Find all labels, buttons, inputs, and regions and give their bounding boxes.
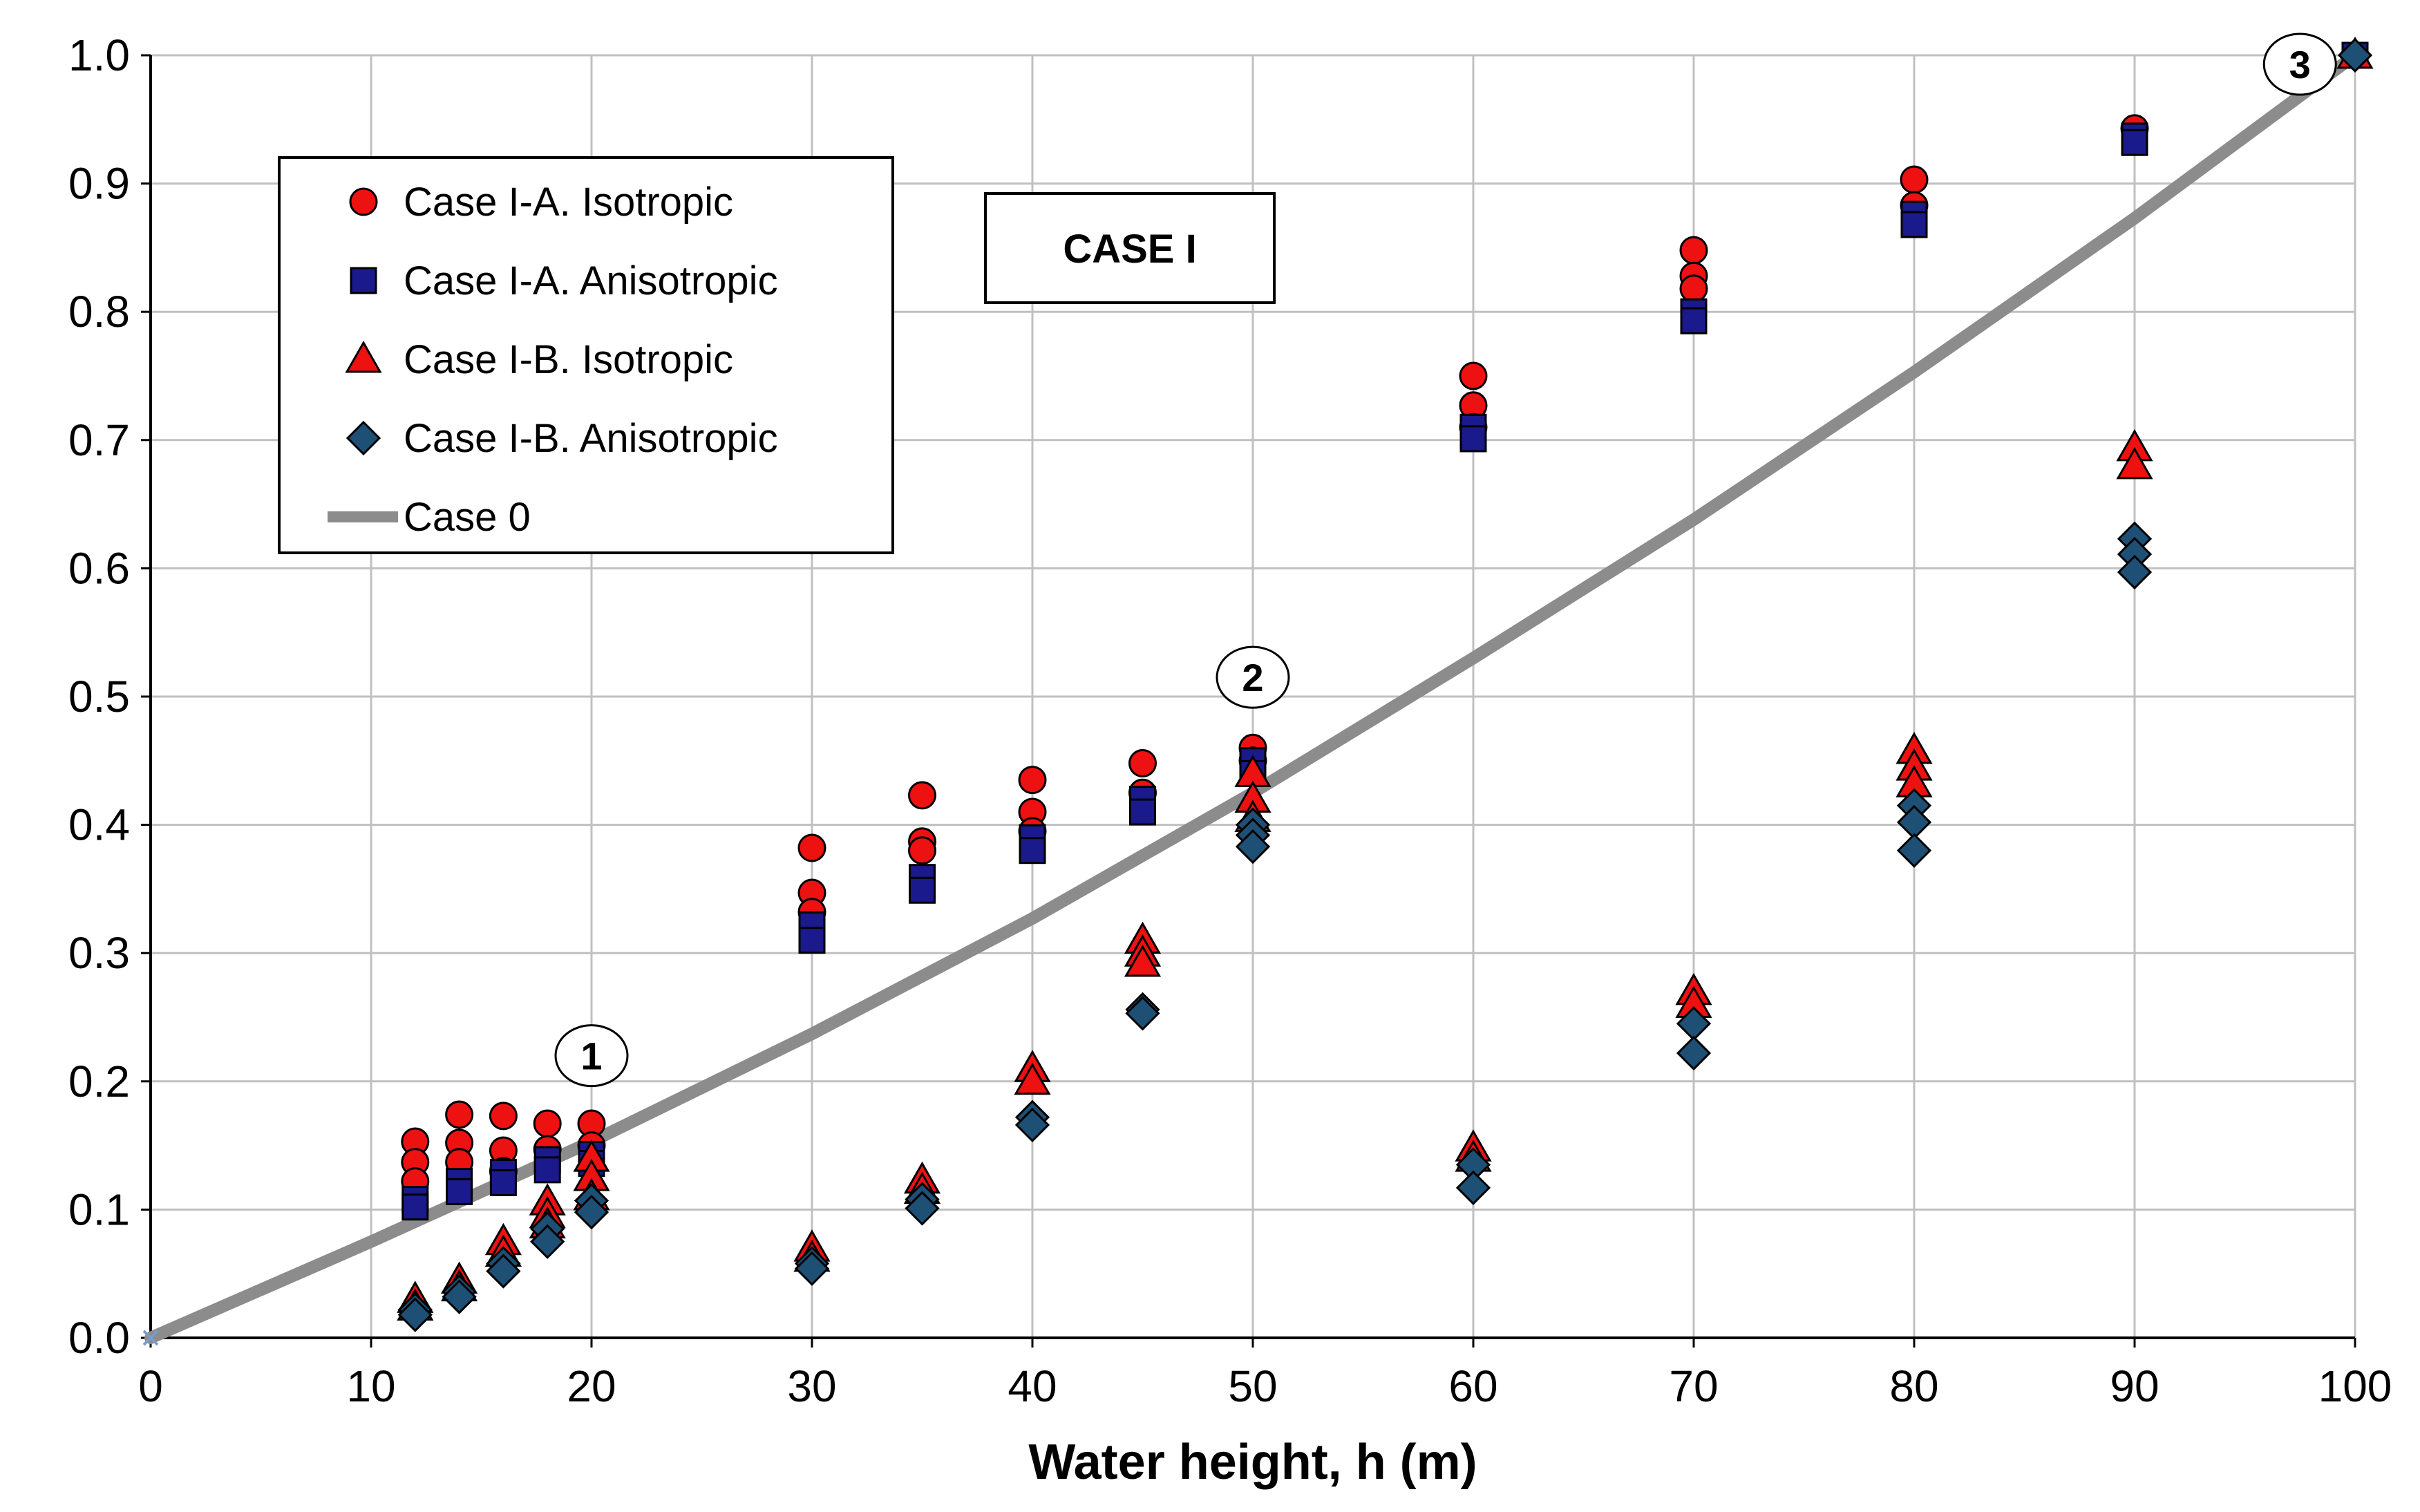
case-i-b-anisotropic-point (530, 1224, 565, 1259)
legend-label: Case I-A. Isotropic (404, 180, 733, 225)
case-i-a-isotropic-point (1128, 749, 1157, 778)
x-axis-label: Water height, h (m) (1028, 1435, 1477, 1490)
case-i-a-isotropic-point (445, 1100, 474, 1129)
annotation-label: 3 (2289, 43, 2311, 86)
legend-marker-swatch (350, 267, 377, 294)
case-i-a-isotropic-point (1900, 165, 1929, 194)
legend-frame (278, 156, 894, 554)
annotation-3: 3 (2262, 32, 2337, 96)
legend-marker-swatch (346, 420, 381, 456)
case-i-a-isotropic-point (1459, 361, 1488, 390)
case-i-a-anisotropic-point (909, 876, 936, 904)
y-tick-label: 0.3 (68, 928, 130, 978)
legend: Case I-A. Isotropic Case I-A. Anisotropic… (278, 156, 894, 554)
legend-label: Case 0 (404, 495, 531, 540)
x-tick-label: 10 (346, 1361, 395, 1411)
y-tick-label: 0.8 (68, 287, 130, 337)
case-i-b-anisotropic-point (1676, 1035, 1712, 1071)
x-tick-label: 90 (2110, 1361, 2159, 1411)
case-box-frame (984, 192, 1276, 304)
case-i-a-anisotropic-point (401, 1193, 429, 1221)
x-tick-label: 30 (787, 1361, 836, 1411)
case-i-b-anisotropic-point (794, 1251, 830, 1286)
case-i-a-isotropic-point (908, 781, 936, 810)
case-i-a-isotropic-point (533, 1109, 562, 1138)
annotation-1: 1 (554, 1024, 629, 1088)
x-tick-label: 60 (1448, 1361, 1497, 1411)
legend-entry: Case I-B. Isotropic (345, 337, 733, 382)
case-label-box: CASE I (984, 192, 1276, 304)
x-tick-label: 40 (1008, 1361, 1057, 1411)
x-tick-label: 20 (567, 1361, 616, 1411)
origin-marker (142, 1330, 159, 1346)
annotation-2: 2 (1216, 645, 1290, 709)
case-i-a-isotropic-point (489, 1102, 518, 1131)
case-box-label: CASE I (1063, 227, 1196, 272)
case-i-b-isotropic-point (2116, 446, 2153, 480)
y-tick-label: 0.0 (68, 1313, 130, 1363)
y-tick-label: 0.7 (68, 415, 130, 465)
marker-layer (397, 36, 2374, 1332)
case-i-a-anisotropic-point (489, 1169, 517, 1196)
case-i-b-anisotropic-point (2117, 554, 2153, 590)
case-i-a-anisotropic-point (533, 1156, 561, 1184)
y-tick-label: 0.4 (68, 800, 130, 850)
case-i-b-anisotropic-point (2337, 37, 2373, 73)
case-i-b-anisotropic-point (905, 1191, 940, 1226)
legend-marker-swatch (349, 187, 378, 216)
legend-entry: Case I-B. Anisotropic (346, 416, 778, 461)
case-i-a-isotropic-point (1018, 766, 1047, 795)
case-i-b-isotropic-point (1124, 945, 1162, 977)
case-i-b-anisotropic-point (1235, 829, 1271, 864)
x-tick-label: 70 (1669, 1361, 1718, 1411)
case-i-a-anisotropic-point (798, 927, 826, 954)
case-i-a-anisotropic-point (1019, 837, 1046, 864)
case-i-b-isotropic-point (1014, 1062, 1051, 1095)
case-i-a-anisotropic-point (1680, 307, 1708, 334)
x-tick-label: 80 (1889, 1361, 1938, 1411)
case-i-a-isotropic-point (797, 833, 826, 862)
case-i-b-anisotropic-point (486, 1254, 521, 1289)
legend-entry: Case I-A. Anisotropic (350, 258, 778, 303)
annotation-label: 1 (580, 1034, 602, 1078)
case-i-a-anisotropic-point (446, 1178, 473, 1205)
case-i-b-anisotropic-point (1125, 996, 1160, 1031)
axes: 0 10 20 30 40 50 60 70 80 90 100 0.0 0.1 0.2 0.3 0.4 0.5… (68, 30, 2392, 1411)
y-tick-label: 0.1 (68, 1184, 130, 1234)
y-tick-label: 0.2 (68, 1057, 130, 1106)
x-tick-label: 50 (1228, 1361, 1277, 1411)
case-i-a-isotropic-point (1679, 274, 1708, 303)
case-i-b-anisotropic-point (1014, 1107, 1050, 1143)
case-i-b-anisotropic-point (1896, 833, 1932, 868)
legend-label: Case I-A. Anisotropic (404, 258, 778, 303)
annotation-layer: 1 2 3 (554, 32, 2337, 1088)
y-tick-label: 1.0 (68, 30, 130, 80)
case-i-b-anisotropic-point (574, 1194, 609, 1230)
legend-label: Case I-B. Isotropic (404, 337, 733, 382)
legend-entry: Case I-A. Isotropic (349, 180, 733, 225)
annotation-label: 2 (1242, 656, 1263, 699)
legend-entry: Case 0 (328, 495, 531, 540)
case-i-a-anisotropic-point (1900, 211, 1928, 238)
case-i-a-anisotropic-point (1129, 798, 1156, 826)
case-i-a-anisotropic-point (1459, 425, 1487, 453)
case-i-a-anisotropic-point (2121, 129, 2148, 156)
legend-label: Case I-B. Anisotropic (404, 416, 778, 461)
case-i-b-anisotropic-point (442, 1279, 477, 1314)
case-i-b-anisotropic-point (397, 1297, 433, 1332)
y-tick-label: 0.6 (68, 543, 130, 593)
x-tick-label: 100 (2318, 1361, 2392, 1411)
case-i-a-isotropic-point (1679, 236, 1708, 265)
case-i-a-isotropic-point (908, 836, 936, 865)
y-tick-label: 0.9 (68, 159, 130, 209)
x-tick-label: 0 (138, 1361, 163, 1411)
legend-marker-swatch (345, 340, 382, 373)
case-i-b-anisotropic-point (1455, 1170, 1491, 1205)
y-tick-label: 0.5 (68, 672, 130, 721)
